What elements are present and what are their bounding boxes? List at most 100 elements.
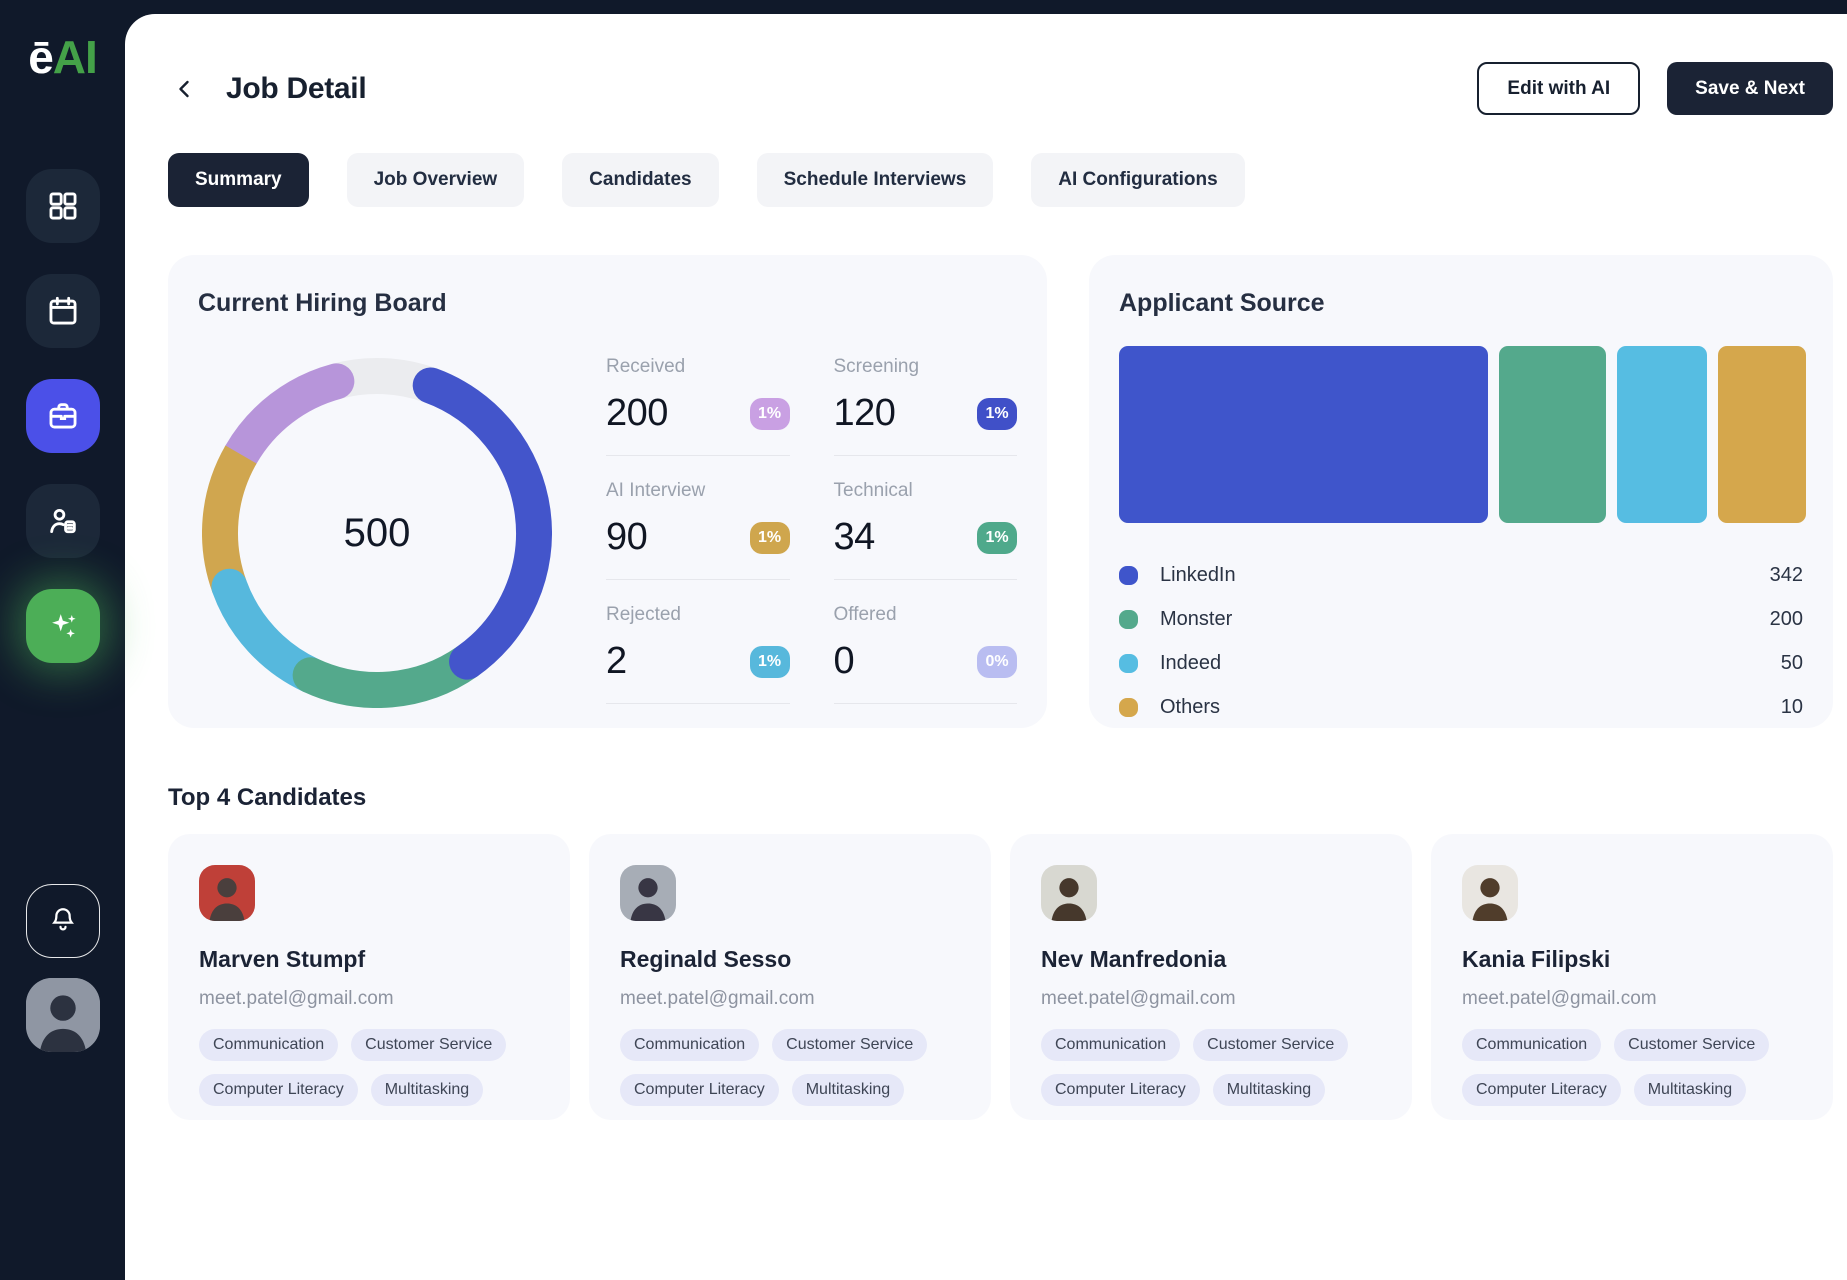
candidate-card-nev-manfredonia[interactable]: Nev Manfredonia meet.patel@gmail.com Commu…	[1010, 834, 1412, 1120]
legend-value: 50	[1780, 651, 1803, 674]
notifications-button[interactable]	[25, 884, 100, 958]
legend-label: LinkedIn	[1160, 563, 1236, 586]
tab-candidates[interactable]: Candidates	[562, 153, 719, 207]
skill-tag: Multitasking	[1633, 1074, 1747, 1106]
stat-value: 120	[833, 392, 896, 434]
legend-label: Others	[1160, 695, 1221, 718]
stat-value-row: 120 1%	[833, 392, 1017, 435]
applicant-source-card: Applicant Source LinkedIn 342 Monster 200 In…	[1089, 255, 1833, 728]
candidate-card-marven-stumpf[interactable]: Marven Stumpf meet.patel@gmail.com Communi…	[168, 834, 570, 1120]
donut-chart-svg	[202, 358, 552, 708]
candidate-email: meet.patel@gmail.com	[1041, 988, 1236, 1009]
logo-text-green: AI	[52, 31, 98, 83]
skill-tag: Computer Literacy	[620, 1074, 779, 1106]
tab-summary[interactable]: Summary	[168, 153, 309, 207]
candidate-name: Reginald Sesso	[620, 946, 792, 972]
legend-row-linkedin: LinkedIn 342	[1119, 553, 1803, 597]
skill-tag: Multitasking	[370, 1074, 484, 1106]
tab-schedule-interviews[interactable]: Schedule Interviews	[756, 153, 994, 207]
sidebar-item-dashboard[interactable]	[25, 169, 100, 243]
candidate-card-kania-filipski[interactable]: Kania Filipski meet.patel@gmail.com Commun…	[1431, 834, 1833, 1120]
skill-tag: Multitasking	[1212, 1074, 1326, 1106]
candidate-name: Kania Filipski	[1462, 946, 1611, 972]
skill-tag: Computer Literacy	[199, 1074, 358, 1106]
current-hiring-board-card: Current Hiring Board 500 Received 200 1% Sc…	[168, 255, 1047, 728]
stat-label: Screening	[833, 356, 920, 377]
sidebar-item-ai-assistant[interactable]	[25, 589, 100, 663]
hiring-stats-grid: Received 200 1% Screening 120 1% AI Interview 9…	[606, 356, 1017, 728]
tab-ai-configurations[interactable]: AI Configurations	[1031, 153, 1245, 207]
calendar-icon	[46, 294, 80, 328]
skill-tag: Multitasking	[791, 1074, 905, 1106]
stat-value-row: 90 1%	[606, 516, 790, 559]
tab-bar: Summary Job Overview Candidates Schedule In…	[168, 153, 1833, 207]
grid-icon	[46, 189, 80, 223]
stat-label: Rejected	[606, 604, 681, 625]
tab-job-overview[interactable]: Job Overview	[346, 153, 525, 207]
source-bar-indeed	[1617, 346, 1707, 523]
sparkles-icon	[46, 609, 80, 643]
stat-value-row: 200 1%	[606, 392, 790, 435]
summary-cards-row: Current Hiring Board 500 Received 200 1% Sc…	[168, 255, 1833, 728]
sidebar-item-jobs[interactable]	[25, 379, 100, 453]
source-bar-linkedin	[1119, 346, 1489, 523]
save-next-button[interactable]: Save & Next	[1667, 62, 1833, 115]
user-card-icon	[46, 504, 80, 538]
stat-screening: Screening 120 1%	[833, 356, 1017, 456]
stat-received: Received 200 1%	[606, 356, 790, 456]
legend-label: Indeed	[1160, 651, 1222, 674]
top-candidates-heading: Top 4 Candidates	[168, 784, 367, 811]
legend-value: 200	[1769, 607, 1803, 630]
sidebar-item-calendar[interactable]	[25, 274, 100, 348]
candidate-avatar	[199, 865, 255, 921]
skill-tag: Customer Service	[1614, 1029, 1770, 1061]
skill-tag: Customer Service	[351, 1029, 507, 1061]
stat-percentage-badge: 1%	[749, 521, 790, 554]
sidebar-item-candidates[interactable]	[25, 484, 100, 558]
stat-percentage-badge: 1%	[749, 397, 790, 430]
user-avatar[interactable]	[25, 978, 100, 1052]
legend-value: 10	[1780, 695, 1803, 718]
source-bar-monster	[1499, 346, 1607, 523]
skill-tag: Communication	[620, 1029, 760, 1061]
stat-rejected: Rejected 2 1%	[606, 604, 790, 704]
skill-tag: Communication	[1462, 1029, 1602, 1061]
skill-tag: Computer Literacy	[1462, 1074, 1621, 1106]
briefcase-icon	[46, 399, 80, 433]
chevron-left-icon	[179, 80, 189, 97]
stat-percentage-badge: 0%	[977, 645, 1017, 678]
legend-row-indeed: Indeed 50	[1119, 641, 1803, 685]
stat-percentage-badge: 1%	[749, 645, 790, 678]
stat-label: Technical	[833, 480, 913, 501]
page-header: Job Detail Edit with AI Save & Next	[168, 62, 1833, 115]
stat-percentage-badge: 1%	[977, 397, 1017, 430]
candidate-email: meet.patel@gmail.com	[199, 988, 394, 1009]
back-button[interactable]	[168, 72, 202, 106]
bell-icon	[48, 904, 78, 939]
stat-label: Received	[606, 356, 686, 377]
donut-total-label: 500	[343, 510, 411, 555]
candidate-email: meet.patel@gmail.com	[620, 988, 815, 1009]
legend-color-dot	[1119, 653, 1138, 673]
stat-value-row: 2 1%	[606, 640, 790, 683]
applicant-source-bars	[1119, 346, 1806, 523]
stat-value: 90	[606, 516, 648, 558]
legend-row-monster: Monster 200	[1119, 597, 1803, 641]
edit-with-ai-button[interactable]: Edit with AI	[1477, 62, 1641, 115]
skill-tag: Communication	[1041, 1029, 1181, 1061]
sidebar: ēAI	[0, 0, 125, 1280]
skill-tag: Communication	[199, 1029, 339, 1061]
legend-row-others: Others 10	[1119, 685, 1803, 729]
stat-value: 0	[833, 640, 855, 682]
header-actions: Edit with AI Save & Next	[1477, 62, 1833, 115]
stat-label: Offered	[833, 604, 897, 625]
skill-tag: Computer Literacy	[1041, 1074, 1200, 1106]
donut-segment	[412, 367, 552, 680]
candidates-row: Marven Stumpf meet.patel@gmail.com Communi…	[168, 834, 1833, 1120]
main-panel: Job Detail Edit with AI Save & Next Summ…	[125, 14, 1847, 1280]
candidate-name: Marven Stumpf	[199, 946, 366, 972]
legend-value: 342	[1769, 563, 1803, 586]
stat-value-row: 34 1%	[834, 516, 1017, 559]
stat-value: 200	[606, 392, 668, 434]
candidate-card-reginald-sesso[interactable]: Reginald Sesso meet.patel@gmail.com Commun…	[589, 834, 991, 1120]
